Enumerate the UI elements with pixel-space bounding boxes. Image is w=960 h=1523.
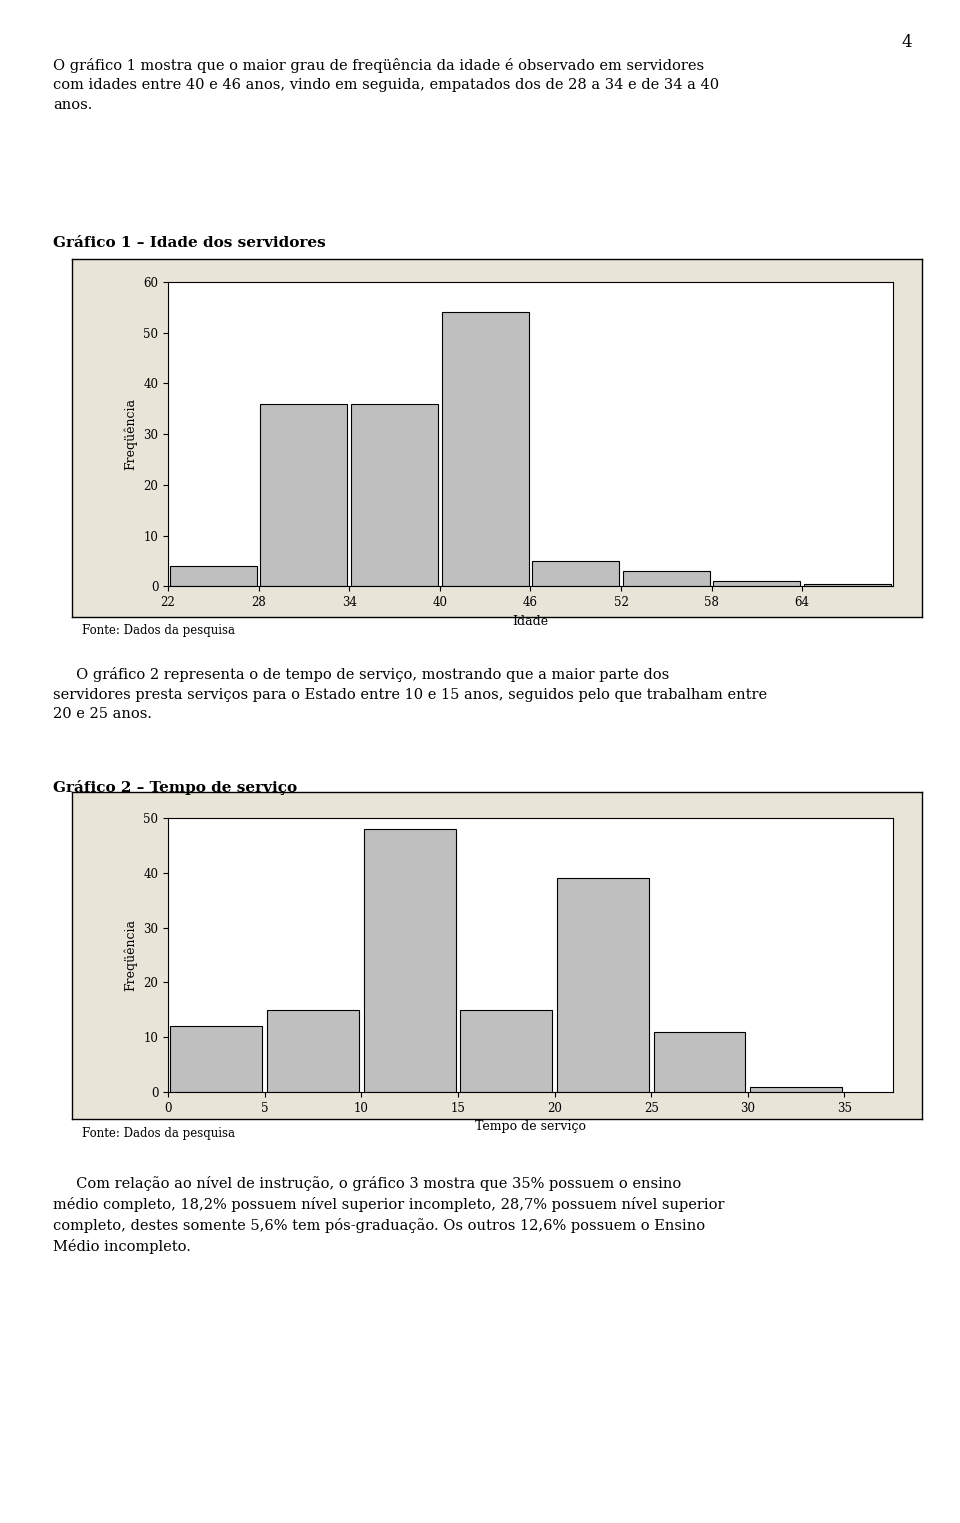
Bar xyxy=(751,1086,842,1092)
Bar xyxy=(654,1031,745,1092)
Y-axis label: Freqüência: Freqüência xyxy=(124,398,137,471)
Text: O gráfico 1 mostra que o maior grau de freqüência da idade é observado em servid: O gráfico 1 mostra que o maior grau de f… xyxy=(53,58,719,111)
Bar xyxy=(267,1010,359,1092)
Text: Gráfico 2 – Tempo de serviço: Gráfico 2 – Tempo de serviço xyxy=(53,780,297,795)
Text: Fonte: Dados da pesquisa: Fonte: Dados da pesquisa xyxy=(82,1127,234,1141)
Text: O gráfico 2 representa o de tempo de serviço, mostrando que a maior parte dos
se: O gráfico 2 representa o de tempo de ser… xyxy=(53,667,767,720)
Bar xyxy=(804,583,891,586)
Text: 4: 4 xyxy=(901,34,912,50)
X-axis label: Idade: Idade xyxy=(513,615,548,627)
Bar xyxy=(260,404,348,586)
Bar xyxy=(461,1010,552,1092)
Bar xyxy=(364,829,455,1092)
Bar xyxy=(170,567,256,586)
Bar xyxy=(532,560,619,586)
Bar xyxy=(351,404,438,586)
Bar xyxy=(442,312,529,586)
Bar xyxy=(623,571,709,586)
Y-axis label: Freqüência: Freqüência xyxy=(124,918,137,991)
X-axis label: Tempo de serviço: Tempo de serviço xyxy=(475,1121,586,1133)
Text: Fonte: Dados da pesquisa: Fonte: Dados da pesquisa xyxy=(82,624,234,638)
Bar xyxy=(557,879,649,1092)
Text: Gráfico 1 – Idade dos servidores: Gráfico 1 – Idade dos servidores xyxy=(53,236,325,250)
Text: Com relação ao nível de instrução, o gráfico 3 mostra que 35% possuem o ensino
m: Com relação ao nível de instrução, o grá… xyxy=(53,1176,724,1253)
Bar xyxy=(713,582,801,586)
Bar xyxy=(171,1027,262,1092)
